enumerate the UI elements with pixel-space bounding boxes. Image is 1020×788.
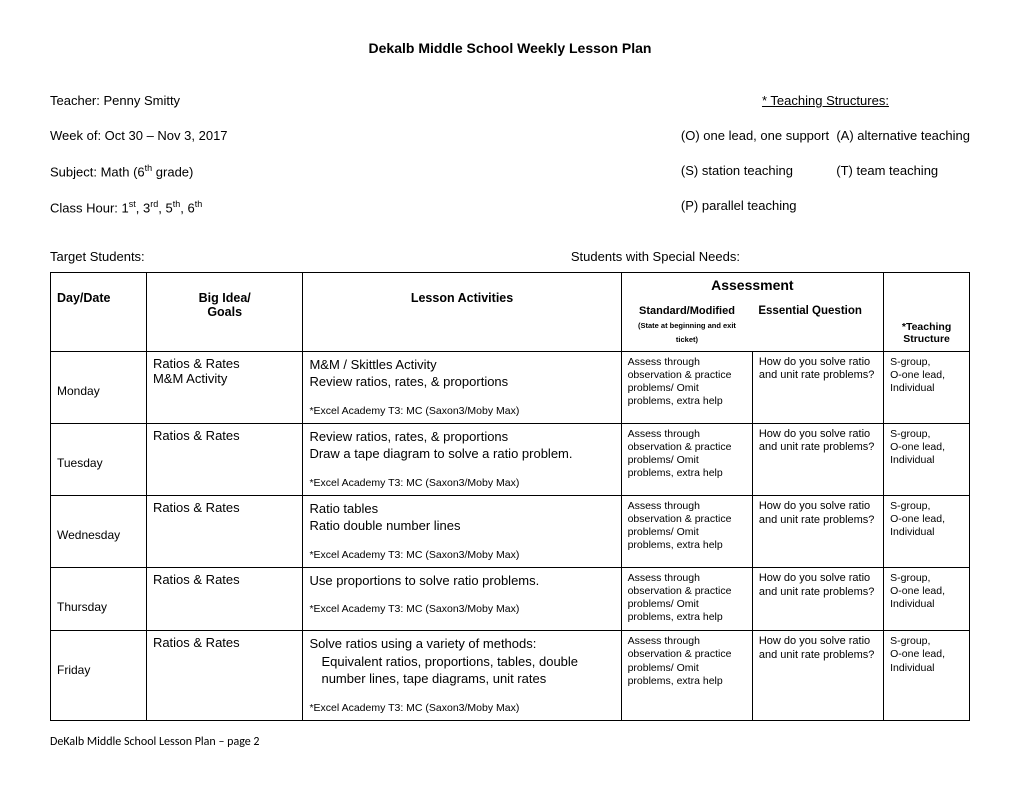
eq-cell: How do you solve ratio and unit rate pro… (752, 631, 883, 721)
goals-cell: Ratios & Rates (146, 567, 303, 631)
special-needs: Students with Special Needs: (571, 249, 970, 264)
page-title: Dekalb Middle School Weekly Lesson Plan (50, 40, 970, 56)
activities-cell: Review ratios, rates, & proportionsDraw … (303, 423, 621, 495)
ch-pre: Class Hour: 1 (50, 200, 129, 215)
th-eq-text: Essential Question (758, 305, 862, 317)
th-assess-text: Assessment (711, 277, 794, 293)
table-row: WednesdayRatios & RatesRatio tablesRatio… (51, 495, 970, 567)
row2: Target Students: Students with Special N… (50, 249, 970, 264)
goals-cell: Ratios & Rates (146, 631, 303, 721)
thead-row1: Day/Date Big Idea/ Goals Lesson Activiti… (51, 272, 970, 299)
th-goals: Big Idea/ Goals (146, 272, 303, 351)
ch-c3: , 5 (158, 200, 172, 215)
table-row: ThursdayRatios & RatesUse proportions to… (51, 567, 970, 631)
table-row: TuesdayRatios & RatesReview ratios, rate… (51, 423, 970, 495)
ts-line3: (P) parallel teaching (681, 197, 970, 215)
ts-cell: S-group, O-one lead, Individual (884, 631, 970, 721)
sm-cell: Assess through observation & practice pr… (621, 351, 752, 423)
header-left: Teacher: Penny Smitty Week of: Oct 30 – … (50, 74, 228, 235)
day-cell: Tuesday (51, 423, 147, 495)
target-students: Target Students: (50, 249, 145, 264)
ts-cell: S-group, O-one lead, Individual (884, 423, 970, 495)
th-ts: *Teaching Structure (884, 272, 970, 351)
table-row: FridayRatios & RatesSolve ratios using a… (51, 631, 970, 721)
lesson-table: Day/Date Big Idea/ Goals Lesson Activiti… (50, 272, 970, 721)
th-sm-sub: (State at beginning and exit ticket) (638, 321, 736, 344)
sm-cell: Assess through observation & practice pr… (621, 567, 752, 631)
table-row: MondayRatios & Rates M&M ActivityM&M / S… (51, 351, 970, 423)
eq-cell: How do you solve ratio and unit rate pro… (752, 423, 883, 495)
th-activities: Lesson Activities (303, 272, 621, 351)
teacher-line: Teacher: Penny Smitty (50, 92, 228, 110)
goals-cell: Ratios & Rates (146, 495, 303, 567)
th-act-text: Lesson Activities (411, 291, 513, 305)
ts1a: (O) one lead, one support (681, 128, 829, 143)
th-sm-text: Standard/Modified (639, 305, 735, 317)
ch-c4: , 6 (180, 200, 194, 215)
ch-s1: st (129, 199, 136, 209)
th-day-text: Day/Date (57, 291, 111, 305)
header-block: Teacher: Penny Smitty Week of: Oct 30 – … (50, 74, 970, 235)
ts2a: (S) station teaching (681, 163, 793, 178)
subject-line: Subject: Math (6th grade) (50, 162, 228, 181)
ch-c2: , 3 (136, 200, 150, 215)
header-right: * Teaching Structures: (O) one lead, one… (681, 74, 970, 235)
subject-prefix: Subject: Math (6 (50, 164, 145, 179)
week-line: Week of: Oct 30 – Nov 3, 2017 (50, 127, 228, 145)
day-cell: Friday (51, 631, 147, 721)
activities-cell: Ratio tablesRatio double number lines*Ex… (303, 495, 621, 567)
th-assessment: Assessment (621, 272, 884, 299)
activities-cell: Solve ratios using a variety of methods:… (303, 631, 621, 721)
sm-cell: Assess through observation & practice pr… (621, 631, 752, 721)
ts-head: * Teaching Structures: (681, 92, 970, 110)
th-eq: Essential Question (752, 299, 883, 352)
th-sm: Standard/Modified (State at beginning an… (621, 299, 752, 352)
activities-cell: M&M / Skittles ActivityReview ratios, ra… (303, 351, 621, 423)
sm-cell: Assess through observation & practice pr… (621, 423, 752, 495)
day-cell: Thursday (51, 567, 147, 631)
eq-cell: How do you solve ratio and unit rate pro… (752, 351, 883, 423)
ts1b: (A) alternative teaching (836, 128, 970, 143)
ch-s4: th (195, 199, 203, 209)
sm-cell: Assess through observation & practice pr… (621, 495, 752, 567)
th-goals-text: Big Idea/ Goals (199, 291, 251, 319)
subject-tail: grade) (152, 164, 193, 179)
eq-cell: How do you solve ratio and unit rate pro… (752, 495, 883, 567)
th-ts-text: *Teaching Structure (902, 321, 951, 345)
classhour-line: Class Hour: 1st, 3rd, 5th, 6th (50, 198, 228, 217)
ts-head-text: * Teaching Structures: (762, 93, 889, 108)
ts2b: (T) team teaching (836, 163, 938, 178)
day-cell: Wednesday (51, 495, 147, 567)
ts-line2: (S) station teaching (T) team teaching (681, 162, 970, 180)
ts-cell: S-group, O-one lead, Individual (884, 567, 970, 631)
eq-cell: How do you solve ratio and unit rate pro… (752, 567, 883, 631)
footer: DeKalb Middle School Lesson Plan – page … (50, 735, 970, 749)
goals-cell: Ratios & Rates (146, 423, 303, 495)
ts-line1: (O) one lead, one support (A) alternativ… (681, 127, 970, 145)
day-cell: Monday (51, 351, 147, 423)
ts-cell: S-group, O-one lead, Individual (884, 351, 970, 423)
activities-cell: Use proportions to solve ratio problems.… (303, 567, 621, 631)
ts-cell: S-group, O-one lead, Individual (884, 495, 970, 567)
goals-cell: Ratios & Rates M&M Activity (146, 351, 303, 423)
th-day: Day/Date (51, 272, 147, 351)
